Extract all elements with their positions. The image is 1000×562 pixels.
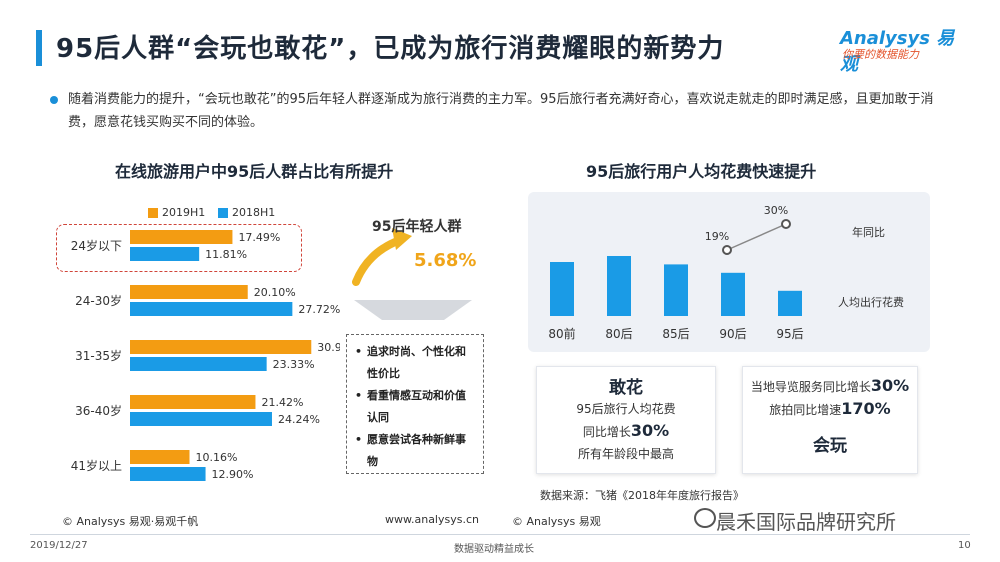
card-right-line1: 当地导览服务同比增长30%	[743, 375, 917, 398]
value-label: 10.16%	[196, 451, 238, 464]
dare-to-spend-card: 敢花 95后旅行人均花费 同比增长30% 所有年龄段中最高	[536, 366, 716, 474]
category-label: 90后	[719, 327, 746, 341]
spending-chart-panel	[528, 192, 930, 352]
legend-swatch-blue	[218, 208, 228, 218]
legend-item-2019: 2019H1	[148, 206, 205, 219]
card-right-line2-value: 170%	[841, 399, 891, 418]
bar-2019H1	[130, 230, 233, 244]
page-title: 95后人群“会玩也敢花”，已成为旅行消费耀眼的新势力	[56, 34, 725, 64]
card-left-line2-prefix: 同比增长	[582, 425, 631, 439]
under24-highlight-box	[56, 224, 302, 272]
card-right-line1-prefix: 当地导览服务同比增长	[750, 380, 871, 394]
bar-2019H1	[130, 340, 312, 354]
footer-copyright-left: © Analysys 易观·易观千帆	[62, 515, 199, 528]
card-right-line1-value: 30%	[870, 376, 910, 395]
card-right-line2: 旅拍同比增速170%	[743, 398, 917, 421]
value-label: 11.81%	[205, 248, 247, 261]
wechat-icon	[694, 508, 716, 528]
spend-bar	[550, 262, 574, 316]
growth-label: 30%	[764, 204, 788, 217]
growth-label: 19%	[705, 230, 729, 243]
category-label: 24岁以下	[71, 238, 122, 253]
bar-2019H1	[130, 285, 248, 299]
footer-copyright-right: © Analysys 易观	[512, 515, 601, 528]
age-share-bar-chart: 24岁以下 17.49% 11.81% 24-30岁 20.10%27.72% 31-35…	[71, 230, 340, 481]
footer-website-link[interactable]: www.analysys.cn	[385, 513, 479, 526]
bar-2018H1	[130, 247, 200, 261]
growth-line	[726, 223, 787, 251]
trait-item: 追求时尚、个性化和性价比	[355, 341, 475, 385]
footer-date: 2019/12/27	[30, 540, 88, 551]
logo-main-text: Analysys 易观	[840, 28, 955, 75]
category-label: 24-30岁	[75, 293, 122, 308]
intro-paragraph: 随着消费能力的提升，“会玩也敢花”的95后年轻人群逐渐成为旅行消费的主力军。95…	[68, 92, 934, 130]
logo-slogan: 你要的数据能力	[842, 48, 919, 61]
analysys-logo: Analysys 易观 你要的数据能力	[840, 22, 970, 75]
value-label: 21.42%	[261, 396, 303, 409]
category-label: 36-40岁	[75, 403, 122, 418]
value-label: 23.33%	[273, 358, 315, 371]
card-right-line2-prefix: 旅拍同比增速	[769, 403, 842, 417]
value-label: 12.90%	[212, 468, 254, 481]
card-left-line2: 同比增长30%	[537, 420, 715, 443]
footer-slogan: 数据驱动精益成长	[454, 544, 534, 555]
bar-2018H1	[130, 302, 293, 316]
spend-bar	[664, 264, 688, 316]
legend-label-2019: 2019H1	[162, 206, 206, 219]
intro-bullet-icon	[50, 96, 58, 104]
bar-2019H1	[130, 395, 256, 409]
card-left-line2-value: 30%	[630, 421, 670, 440]
category-label: 95后	[776, 327, 803, 341]
right-chart-title: 95后旅行用户人均花费快速提升	[586, 162, 817, 181]
category-label: 31-35岁	[75, 348, 122, 363]
title-accent-bar	[36, 30, 42, 66]
value-label: 20.10%	[254, 286, 296, 299]
trait-item: 愿意尝试各种新鲜事物	[355, 429, 475, 473]
legend-item-2018: 2018H1	[218, 206, 275, 219]
bar-2019H1	[130, 450, 190, 464]
growth-point	[781, 219, 791, 229]
spend-bar	[607, 256, 631, 316]
callout-percentage: 5.68%	[414, 250, 477, 271]
card-left-line1: 95后旅行人均花费	[576, 402, 676, 416]
footer-divider	[30, 534, 970, 535]
growth-point	[722, 245, 732, 255]
data-source: 数据来源：飞猪《2018年年度旅行报告》	[540, 489, 744, 502]
value-label: 30.95%	[317, 341, 340, 354]
line-series-label: 年同比	[852, 225, 885, 239]
legend-label-2018: 2018H1	[232, 206, 276, 219]
card-left-head: 敢花	[609, 378, 643, 398]
bar-2018H1	[130, 357, 267, 371]
page-number: 10	[958, 540, 971, 551]
value-label: 24.24%	[278, 413, 320, 426]
category-label: 85后	[662, 327, 689, 341]
watermark-text: 晨禾国际品牌研究所	[716, 510, 896, 534]
left-chart-title: 在线旅游用户中95后人群占比有所提升	[115, 162, 394, 181]
trait-item: 看重情感互动和价值认同	[355, 385, 475, 429]
category-label: 80后	[605, 327, 632, 341]
value-label: 17.49%	[238, 231, 280, 244]
bar-2018H1	[130, 467, 206, 481]
legend-swatch-orange	[148, 208, 158, 218]
category-label: 41岁以上	[71, 458, 122, 473]
growth-arrow-icon	[352, 228, 472, 320]
callout-title: 95后年轻人群	[372, 219, 462, 235]
card-right-head: 会玩	[813, 436, 847, 456]
traits-box: 追求时尚、个性化和性价比 看重情感互动和价值认同 愿意尝试各种新鲜事物	[346, 334, 484, 474]
bar-2018H1	[130, 412, 272, 426]
play-card: 当地导览服务同比增长30% 旅拍同比增速170% 会玩	[742, 366, 918, 474]
spend-bar	[778, 290, 802, 316]
bar-series-label: 人均出行花费	[838, 295, 904, 309]
category-label: 80前	[548, 326, 575, 341]
value-label: 27.72%	[298, 303, 340, 316]
spend-bar	[721, 272, 745, 316]
card-left-line3: 所有年龄段中最高	[577, 447, 674, 461]
